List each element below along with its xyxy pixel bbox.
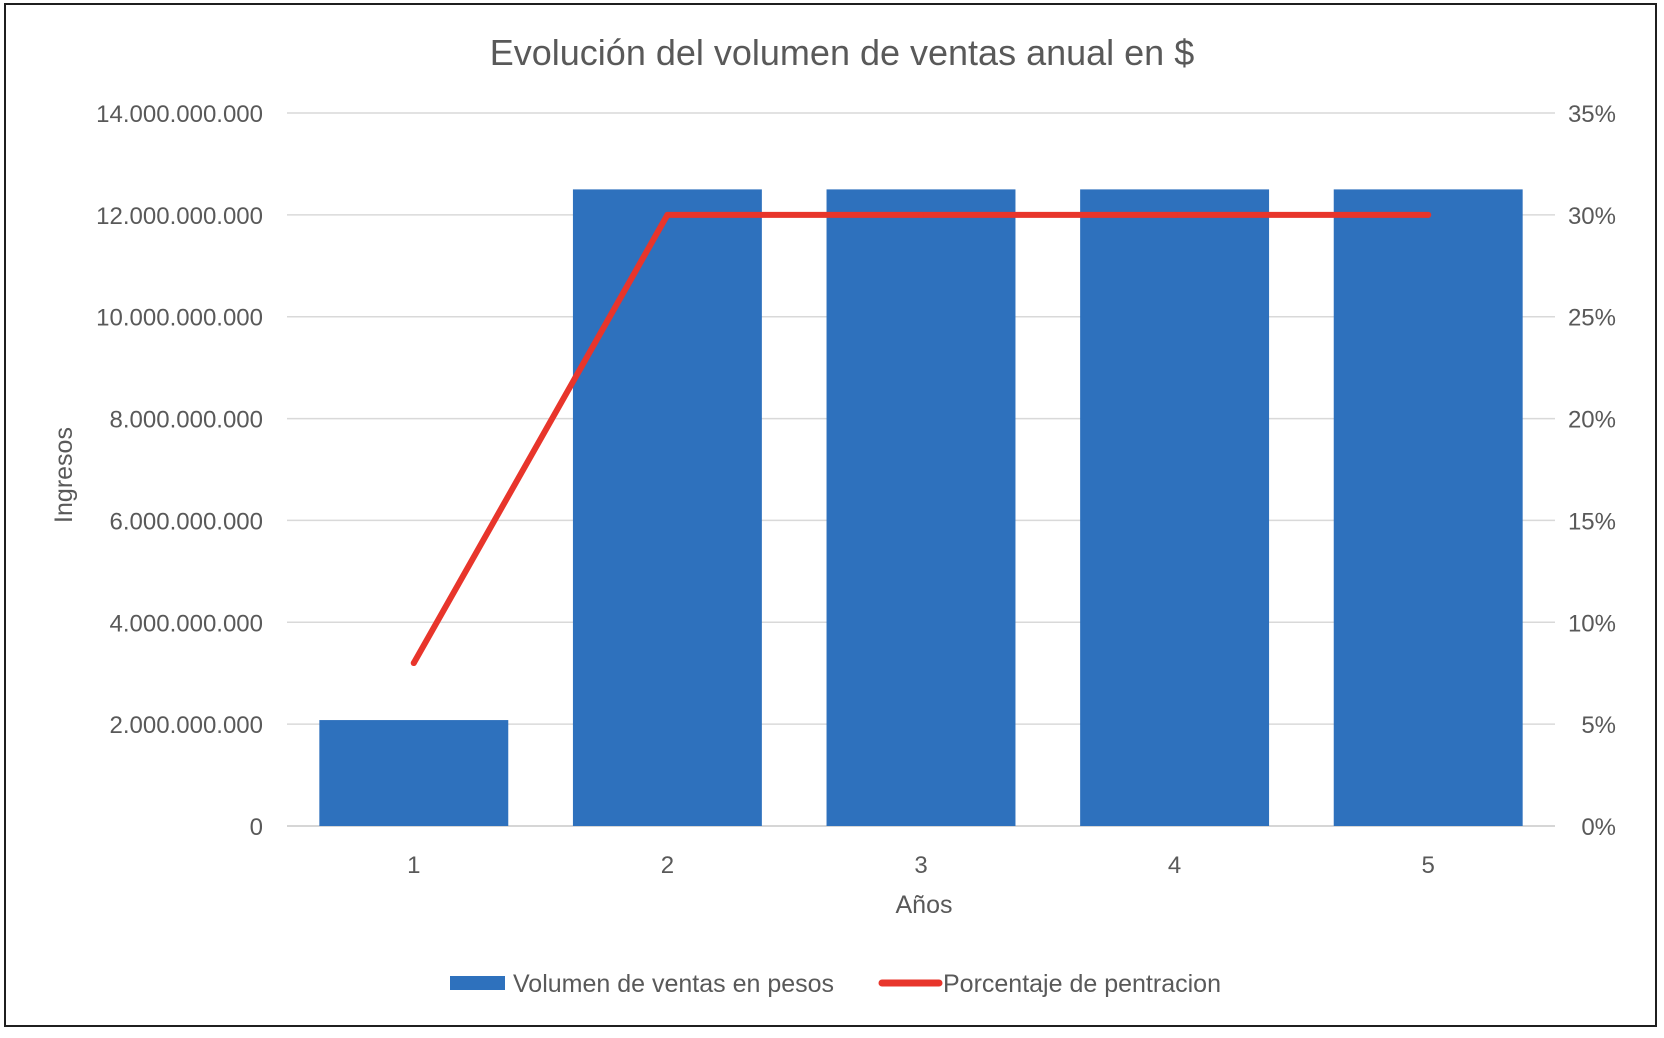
y2-tick-label: 5% <box>1581 712 1616 739</box>
y-tick-label: 8.000.000.000 <box>110 407 263 434</box>
line-point <box>410 660 417 667</box>
y2-tick-label: 20% <box>1568 407 1616 434</box>
bar <box>1080 189 1270 827</box>
y-tick-label: 2.000.000.000 <box>110 712 263 739</box>
legend-swatch-bars <box>450 976 505 990</box>
line-point <box>1171 211 1178 218</box>
bar <box>1333 189 1523 827</box>
y-axis-title: Ingresos <box>50 427 78 523</box>
y2-tick-label: 35% <box>1568 101 1616 128</box>
x-tick-label: 3 <box>914 852 927 879</box>
line-point <box>1425 211 1432 218</box>
x-axis: 1 2 3 4 5 <box>407 852 1435 879</box>
y-tick-label: 6.000.000.000 <box>110 508 263 535</box>
y-tick-label: 10.000.000.000 <box>96 305 263 332</box>
legend-label-line: Porcentaje de pentracion <box>943 970 1221 998</box>
bar <box>319 720 509 826</box>
bar <box>826 189 1016 827</box>
x-tick-label: 2 <box>661 852 674 879</box>
y2-tick-label: 30% <box>1568 203 1616 230</box>
x-tick-label: 4 <box>1168 852 1181 879</box>
y2-tick-label: 10% <box>1568 610 1616 637</box>
y-tick-label: 4.000.000.000 <box>110 610 263 637</box>
line-series <box>410 211 1432 667</box>
bar-series <box>319 189 1523 827</box>
y2-tick-label: 25% <box>1568 305 1616 332</box>
chart-area[interactable]: Evolución del volumen de ventas anual en… <box>4 3 1657 1027</box>
legend-label-bars: Volumen de ventas en pesos <box>513 970 834 998</box>
x-tick-label: 5 <box>1422 852 1435 879</box>
line-point <box>918 211 924 218</box>
y2-tick-label: 15% <box>1568 508 1616 535</box>
primary-y-axis: 0 2.000.000.000 4.000.000.000 6.000.000.000… <box>96 101 263 841</box>
y-tick-label: 14.000.000.000 <box>96 101 263 128</box>
y-tick-label: 12.000.000.000 <box>96 203 263 230</box>
y2-tick-label: 0% <box>1581 814 1616 841</box>
y-tick-label: 0 <box>250 814 263 841</box>
line-point <box>664 211 671 218</box>
bar <box>572 189 762 827</box>
legend: Volumen de ventas en pesos Porcentaje de… <box>450 970 1221 998</box>
x-axis-title: Años <box>896 891 953 919</box>
x-tick-label: 1 <box>407 852 420 879</box>
combo-chart: Evolución del volumen de ventas anual en… <box>50 32 1616 998</box>
chart-title: Evolución del volumen de ventas anual en… <box>490 32 1194 73</box>
secondary-y-axis: 0% 5% 10% 15% 20% 25% 30% 35% <box>1568 101 1616 841</box>
